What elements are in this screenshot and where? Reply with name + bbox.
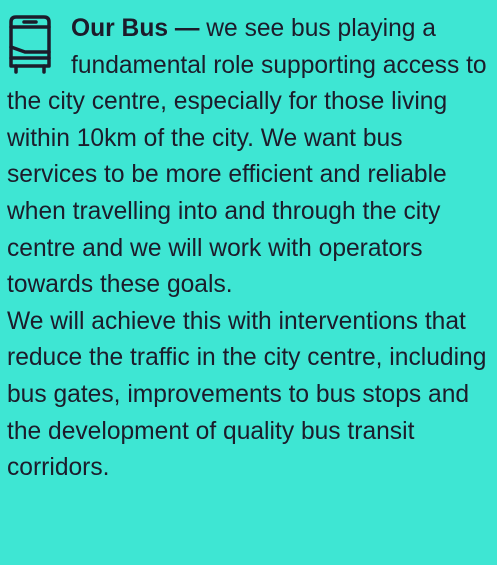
bus-icon [9,15,51,74]
paragraph-text: we see bus playing a fundamental role su… [7,15,487,299]
paragraph: We will achieve this with interventions … [7,307,487,482]
heading: Our Bus — [71,15,200,42]
paragraph: Our Bus — we see bus playing a fundament… [7,11,493,304]
